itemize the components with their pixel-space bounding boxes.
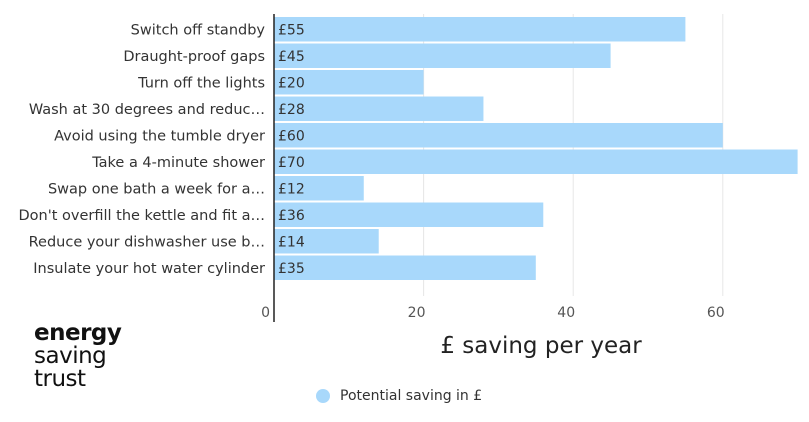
- data-label-6: £12: [278, 181, 305, 197]
- legend-label: Potential saving in £: [340, 388, 483, 404]
- category-label-8: Reduce your dishwasher use b…: [29, 234, 265, 250]
- data-label-1: £45: [278, 49, 305, 65]
- category-label-0: Switch off standby: [131, 22, 266, 38]
- data-label-2: £20: [278, 75, 305, 91]
- x-axis-ticks: 0 20 40 60: [261, 305, 725, 321]
- x-axis-title: £ saving per year: [440, 333, 642, 359]
- bar-1: [274, 43, 611, 68]
- x-tick-label-40: 40: [557, 305, 575, 321]
- x-tick-label-20: 20: [408, 305, 426, 321]
- category-labels: Switch off standby Draught-proof gaps Turn…: [19, 22, 266, 277]
- energy-saving-trust-logo: energy saving trust: [34, 320, 122, 392]
- logo-line-saving: saving: [34, 343, 107, 369]
- category-label-4: Avoid using the tumble dryer: [54, 128, 265, 144]
- category-label-3: Wash at 30 degrees and reduc…: [29, 102, 265, 118]
- data-label-4: £60: [278, 128, 305, 144]
- bar-6: [274, 176, 364, 201]
- bar-0: [274, 17, 686, 42]
- legend: Potential saving in £: [316, 388, 482, 404]
- data-label-3: £28: [278, 102, 305, 118]
- x-tick-label-0: 0: [261, 305, 270, 321]
- bars: [274, 17, 798, 280]
- x-tick-label-60: 60: [707, 305, 725, 321]
- data-label-8: £14: [278, 234, 305, 250]
- category-label-5: Take a 4-minute shower: [91, 155, 265, 171]
- data-label-0: £55: [278, 22, 305, 38]
- category-label-6: Swap one bath a week for a…: [48, 181, 265, 197]
- data-label-5: £70: [278, 155, 305, 171]
- bar-4: [274, 123, 723, 148]
- data-label-9: £35: [278, 261, 305, 277]
- logo-line-energy: energy: [34, 320, 122, 346]
- logo-line-trust: trust: [34, 366, 86, 392]
- bar-3: [274, 96, 484, 121]
- bar-5: [274, 149, 798, 174]
- bar-9: [274, 255, 536, 280]
- bar-2: [274, 70, 424, 95]
- category-label-9: Insulate your hot water cylinder: [33, 261, 265, 277]
- bar-8: [274, 229, 379, 254]
- category-label-7: Don't overfill the kettle and fit a…: [19, 208, 265, 224]
- data-labels: £55 £45 £20 £28 £60 £70 £12 £36 £14 £35: [278, 22, 305, 277]
- category-label-2: Turn off the lights: [137, 75, 265, 91]
- data-label-7: £36: [278, 208, 305, 224]
- legend-swatch: [316, 389, 330, 403]
- category-label-1: Draught-proof gaps: [123, 49, 265, 65]
- bar-7: [274, 202, 544, 227]
